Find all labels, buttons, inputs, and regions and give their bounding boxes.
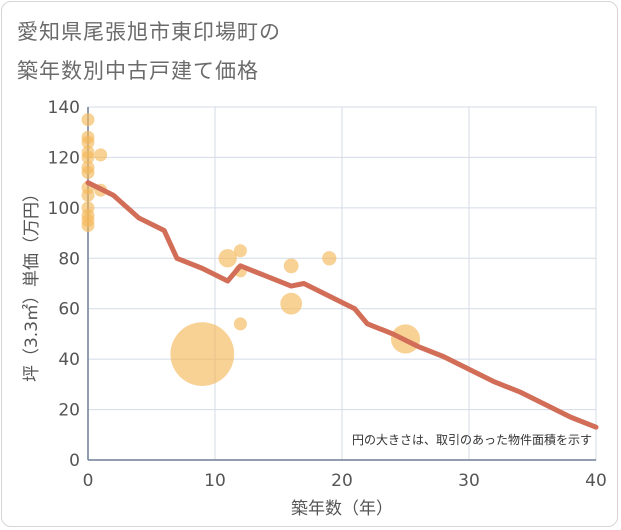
data-point xyxy=(81,188,95,202)
x-tick-label: 20 xyxy=(331,471,353,491)
y-tick-label: 120 xyxy=(48,148,80,168)
data-point xyxy=(233,317,247,331)
data-point xyxy=(283,258,299,274)
y-tick-label: 140 xyxy=(48,98,80,118)
data-point xyxy=(170,322,235,386)
x-tick-label: 0 xyxy=(83,471,94,491)
data-point xyxy=(280,292,303,315)
data-point xyxy=(322,251,337,266)
y-tick-label: 80 xyxy=(58,249,80,269)
data-point xyxy=(81,166,95,180)
data-point xyxy=(81,113,95,127)
chart-title-line1: 愛知県尾張旭市東印場町の xyxy=(17,20,281,44)
y-tick-label: 100 xyxy=(48,199,80,219)
x-axis-label: 築年数（年） xyxy=(291,499,393,519)
y-tick-label: 0 xyxy=(69,451,80,471)
y-tick-label: 60 xyxy=(58,300,80,320)
y-tick-label: 20 xyxy=(58,401,80,421)
data-point xyxy=(94,148,108,162)
chart-title-line2: 築年数別中古戸建て価格 xyxy=(17,59,259,83)
trend-line xyxy=(85,180,599,430)
x-tick-label: 40 xyxy=(585,471,607,491)
x-tick-label: 30 xyxy=(458,471,480,491)
y-axis-label: 坪（3.3㎡）単価（万円） xyxy=(22,185,42,382)
data-point xyxy=(233,244,247,258)
data-point xyxy=(218,249,237,268)
y-tick-label: 40 xyxy=(58,350,80,370)
data-point xyxy=(81,150,95,164)
x-tick-label: 10 xyxy=(204,471,226,491)
size-note: 円の大きさは、取引のあった物件面積を示す xyxy=(352,432,592,447)
data-point xyxy=(81,135,95,149)
data-point xyxy=(81,219,95,233)
